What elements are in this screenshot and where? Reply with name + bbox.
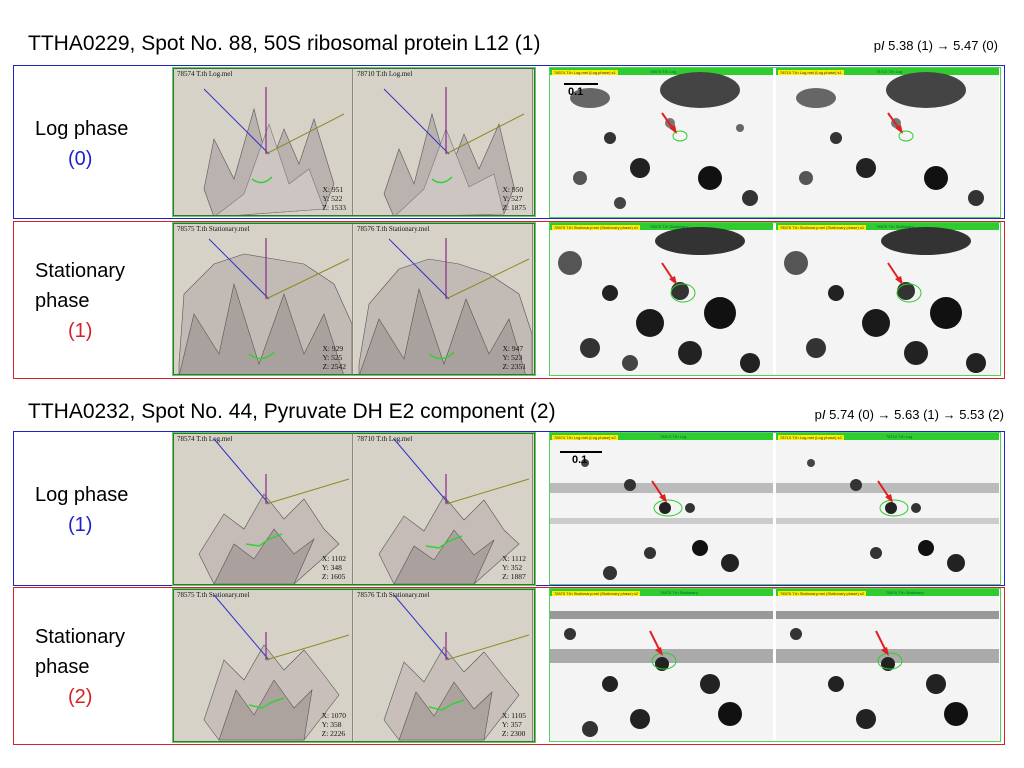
scale-bar: 0.1: [560, 451, 602, 466]
gel-image: 78574 T.th Log.mel (Log phase) s1 78574 T…: [550, 68, 773, 217]
stationary-phase-box-2: [13, 587, 1005, 745]
gel-spots: [570, 72, 758, 209]
scale-bar: 0.1: [564, 83, 598, 98]
gel-spots: [550, 611, 773, 737]
gel-image-panel-1: 78574 T.th Log.mel (Log phase) s1 78574 T…: [549, 67, 1001, 218]
surface-plot-panel-1: 78574 T.th Log.mel X: 951 Y: 522 Z: 1533…: [172, 67, 536, 217]
coordinate-readout: X: 951 Y: 522 Z: 1533: [322, 185, 346, 212]
surface-plot-graphic: [383, 594, 530, 741]
gel-image: 78576 T.th Stationary.mel (Stationary ph…: [776, 223, 999, 375]
coordinate-readout: X: 947 Y: 523 Z: 2351: [502, 344, 526, 371]
surface-plot: 78575 T.th Stationary.mel X: 929 Y: 525 …: [174, 224, 353, 374]
gel-spots: [796, 72, 984, 206]
gel-spots: [558, 227, 760, 373]
gel-spots: [776, 459, 999, 572]
coordinate-readout: X: 929 Y: 525 Z: 2542: [322, 344, 346, 371]
section-2-title: TTHA0232, Spot No. 44, Pyruvate DH E2 co…: [28, 400, 556, 423]
stationary-phase-box-1: [13, 221, 1005, 379]
log-phase-box-1: [13, 65, 1005, 219]
gel-image: 78710 T.th Log.mel (Log phase) s2 78710 T…: [776, 433, 999, 584]
gel-image: 78575 T.th Stationary.mel (Stationary ph…: [550, 589, 773, 741]
surface-plot-graphic: [203, 87, 345, 215]
gel-spots: [550, 459, 773, 580]
surface-plot: 78576 T.th Stationary.mel X: 1105 Y: 357…: [354, 590, 533, 741]
gel-image: 78710 T.th Log.mel (Log phase) s1 78710 T…: [776, 68, 999, 217]
surface-plot: 78574 T.th Log.mel X: 1102 Y: 348 Z: 160…: [174, 434, 353, 584]
surface-plot-panel-4: 78575 T.th Stationary.mel X: 1070 Y: 358…: [172, 588, 536, 743]
log-phase-box-2: [13, 431, 1005, 586]
stationary-phase-label-2: Stationary phase (2): [35, 626, 126, 708]
log-phase-label-2: Log phase (1): [35, 484, 129, 536]
surface-plot: 78576 T.th Stationary.mel X: 947 Y: 523 …: [354, 224, 533, 374]
gel-image-panel-3: 78574 T.th Log.mel (Log phase) s2 78574 T…: [549, 432, 1001, 585]
log-phase-label-1: Log phase (0): [35, 118, 129, 170]
gel-image-panel-2: 78575 T.th Stationary.mel (Stationary ph…: [549, 222, 1001, 376]
surface-plot-graphic: [358, 238, 532, 374]
surface-plot-graphic: [378, 438, 530, 584]
surface-plot-panel-2: 78575 T.th Stationary.mel X: 929 Y: 525 …: [172, 222, 536, 376]
gel-image: 78576 T.th Stationary.mel (Stationary ph…: [776, 589, 999, 741]
gel-spots: [784, 227, 986, 373]
gel-image: 78575 T.th Stationary.mel (Stationary ph…: [550, 223, 773, 375]
surface-plot: 78710 T.th Log.mel X: 950 Y: 527 Z: 1875: [354, 69, 533, 215]
surface-plot-graphic: [203, 594, 350, 741]
coordinate-readout: X: 1112 Y: 352 Z: 1887: [502, 554, 526, 581]
surface-plot: 78574 T.th Log.mel X: 951 Y: 522 Z: 1533: [174, 69, 353, 215]
surface-plot: 78575 T.th Stationary.mel X: 1070 Y: 358…: [174, 590, 353, 741]
section-1-title: TTHA0229, Spot No. 88, 50S ribosomal pro…: [28, 32, 541, 55]
gel-image: 78574 T.th Log.mel (Log phase) s2 78574 T…: [550, 433, 773, 584]
stationary-phase-label-1: Stationary phase (1): [35, 260, 126, 342]
coordinate-readout: X: 1105 Y: 357 Z: 2300: [501, 711, 526, 738]
surface-plot-graphic: [178, 238, 352, 374]
surface-plot-graphic: [383, 87, 525, 215]
gel-image-panel-4: 78575 T.th Stationary.mel (Stationary ph…: [549, 588, 1001, 742]
coordinate-readout: X: 1070 Y: 358 Z: 2226: [321, 711, 346, 738]
surface-plot: 78710 T.th Log.mel X: 1112 Y: 352 Z: 188…: [354, 434, 533, 584]
surface-plot-panel-3: 78574 T.th Log.mel X: 1102 Y: 348 Z: 160…: [172, 432, 536, 586]
section-2-pi-shift: pI 5.74 (0) → 5.63 (1) → 5.53 (2): [814, 407, 1004, 422]
coordinate-readout: X: 1102 Y: 348 Z: 1605: [321, 554, 346, 581]
gel-spots: [776, 611, 999, 729]
section-1-pi-shift: pI 5.38 (1) → 5.47 (0): [873, 38, 998, 53]
coordinate-readout: X: 950 Y: 527 Z: 1875: [502, 185, 526, 212]
surface-plot-graphic: [198, 438, 350, 584]
